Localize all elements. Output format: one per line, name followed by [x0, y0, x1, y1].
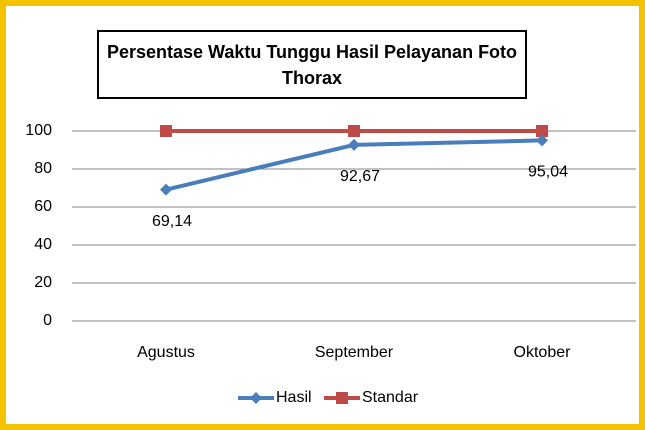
data-label: 95,04	[528, 164, 568, 181]
point	[160, 125, 172, 137]
legend-label: Standar	[362, 389, 419, 406]
x-tick-label: Agustus	[137, 344, 195, 361]
point	[348, 138, 360, 151]
point	[536, 125, 548, 137]
x-tick-label: September	[315, 344, 394, 361]
legend-marker	[250, 392, 262, 404]
legend-marker	[336, 392, 348, 404]
data-label: 69,14	[152, 213, 192, 230]
point	[536, 134, 548, 147]
y-tick-label: 100	[25, 122, 52, 139]
y-tick-label: 0	[43, 312, 52, 329]
y-tick-label: 20	[34, 274, 52, 291]
chart-title: Persentase Waktu Tunggu Hasil Pelayanan …	[97, 30, 527, 99]
point	[160, 183, 172, 196]
point	[348, 125, 360, 137]
y-tick-label: 80	[34, 160, 52, 177]
legend-label: Hasil	[276, 389, 312, 406]
x-tick-label: Oktober	[514, 344, 572, 361]
data-label: 92,67	[340, 168, 380, 185]
y-tick-label: 60	[34, 198, 52, 215]
y-tick-label: 40	[34, 236, 52, 253]
